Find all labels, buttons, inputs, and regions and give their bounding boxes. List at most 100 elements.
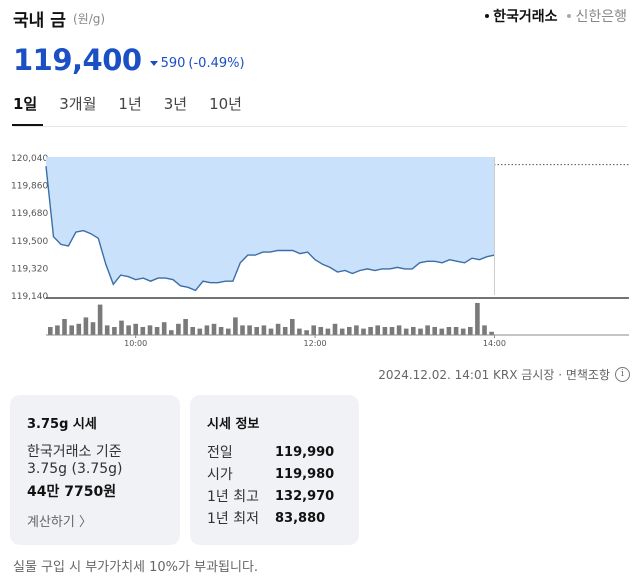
- y-tick-label: 119,500: [11, 237, 48, 247]
- volume-bar: [126, 325, 131, 335]
- down-arrow-icon: [149, 61, 158, 66]
- volume-bar: [325, 328, 331, 335]
- footnote-text: 2024.12.02. 14:01 KRX 금시장 · 면책조항: [378, 368, 610, 382]
- volume-bar: [439, 328, 445, 335]
- y-tick-label: 119,680: [11, 209, 48, 219]
- vat-notice: 실물 구입 시 부가가치세 10%가 부과됩니다.: [13, 560, 259, 575]
- volume-bar: [90, 322, 96, 335]
- volume-bar: [282, 327, 288, 335]
- y-tick-label: 120,040: [11, 154, 48, 164]
- volume-bar: [169, 330, 174, 335]
- volume-bar: [425, 325, 430, 335]
- volume-bar: [361, 328, 366, 335]
- tab-1y[interactable]: 1년: [118, 95, 142, 113]
- volume-bar: [382, 327, 388, 335]
- info-row-1y-low: 1년 최저 83,880: [207, 507, 334, 529]
- info-label: 시가: [207, 467, 233, 483]
- volume-bar: [318, 327, 324, 335]
- volume-bar: [233, 317, 238, 335]
- volume-bar: [396, 325, 402, 335]
- volume-bar: [403, 328, 409, 335]
- volume-bar: [332, 323, 338, 335]
- volume-bar: [104, 325, 110, 335]
- volume-bar: [69, 325, 74, 335]
- card-weight: 3.75g (3.75g): [27, 461, 123, 477]
- info-row-1y-high: 1년 최고 132,970: [207, 485, 334, 507]
- volume-bar: [290, 319, 295, 335]
- info-value: 132,970: [275, 488, 335, 504]
- price-change: 590 (-0.49%): [149, 56, 245, 71]
- volume-bar: [190, 327, 195, 335]
- volume-bar: [389, 327, 395, 335]
- volume-bar: [254, 327, 259, 335]
- volume-bar: [55, 325, 60, 335]
- volume-bar: [147, 325, 153, 335]
- info-label: 1년 최저: [207, 511, 259, 527]
- info-table: 전일 119,990 시가 119,980 1년 최고 132,970 1년 최…: [207, 441, 334, 529]
- x-tick-label: 12:00: [304, 339, 327, 348]
- volume-bar: [446, 327, 452, 335]
- volume-bar: [76, 323, 82, 335]
- volume-bar: [140, 327, 146, 335]
- volume-bar: [339, 328, 345, 335]
- footnote: 2024.12.02. 14:01 KRX 금시장 · 면책조항 i: [378, 366, 630, 383]
- volume-bar: [275, 323, 281, 335]
- change-amount: 590: [160, 56, 186, 71]
- info-row-prev: 전일 119,990: [207, 441, 334, 463]
- volume-bar: [468, 327, 473, 335]
- tab-3y[interactable]: 3년: [163, 95, 188, 113]
- info-value: 119,980: [275, 466, 335, 482]
- volume-bar: [418, 328, 423, 335]
- tab-10y[interactable]: 10년: [209, 95, 242, 113]
- volume-bar: [311, 325, 316, 335]
- volume-bar: [460, 328, 466, 335]
- calculate-link[interactable]: 계산하기 〉: [27, 515, 92, 530]
- source-tabs: 한국거래소 신한은행: [485, 6, 627, 26]
- volume-bar: [261, 325, 267, 335]
- volume-bar: [297, 328, 302, 335]
- source-tab-shinhan[interactable]: 신한은행: [567, 6, 627, 26]
- period-tabs: 1일 3개월 1년 3년 10년: [11, 93, 264, 126]
- volume-bar: [112, 327, 117, 335]
- volume-bar: [368, 327, 373, 335]
- volume-bar: [211, 323, 217, 335]
- volume-bar: [226, 328, 231, 335]
- volume-bar: [183, 319, 188, 335]
- price-area: [46, 157, 495, 291]
- volume-bar: [453, 327, 459, 335]
- volume-bar: [83, 317, 89, 335]
- info-row-open: 시가 119,980: [207, 463, 334, 485]
- info-label: 전일: [207, 445, 233, 461]
- volume-bar: [119, 320, 124, 335]
- volume-bar: [354, 325, 359, 335]
- card-title: 시세 정보: [207, 417, 260, 432]
- volume-bar: [197, 328, 203, 335]
- volume-bar: [161, 322, 167, 335]
- tab-3m[interactable]: 3개월: [59, 95, 97, 113]
- price-row: 119,400 590 (-0.49%): [13, 40, 245, 76]
- x-tick-label: 14:00: [483, 339, 506, 348]
- current-price: 119,400: [13, 43, 142, 77]
- price-chart[interactable]: 120,040 119,860 119,680 119,500 119,320 119,1…: [0, 145, 640, 355]
- source-tab-krx[interactable]: 한국거래소: [485, 6, 557, 26]
- volume-bar: [176, 323, 181, 335]
- volume-bar: [411, 327, 416, 335]
- volume-bar: [347, 327, 352, 335]
- info-value: 119,990: [275, 444, 335, 460]
- y-tick-label: 119,860: [11, 182, 48, 192]
- card-amount: 44만 7750원: [27, 484, 117, 500]
- info-value: 83,880: [275, 510, 326, 526]
- source-tab-label: 한국거래소: [493, 9, 558, 25]
- unit-label: (원/g): [73, 12, 106, 26]
- tab-1d[interactable]: 1일: [11, 93, 45, 126]
- bullet-icon: [485, 14, 490, 18]
- volume-bar: [475, 303, 480, 335]
- info-label: 1년 최고: [207, 489, 259, 505]
- volume-bar: [268, 328, 274, 335]
- info-icon[interactable]: i: [615, 367, 630, 382]
- source-tab-label: 신한은행: [575, 9, 627, 25]
- volume-bar: [62, 319, 67, 335]
- x-tick-label: 10:00: [124, 339, 147, 348]
- page-title: 국내 금: [13, 11, 66, 31]
- tab-divider: [13, 126, 627, 127]
